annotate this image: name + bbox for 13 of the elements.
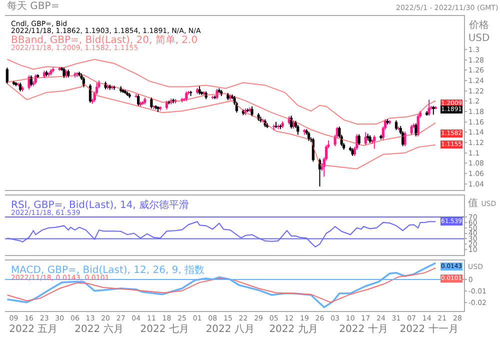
x2-tick-label: 2022 十一月 <box>400 323 458 335</box>
annotation: RSI, GBP=, Bid(Last), 14, 威尔德平滑 <box>11 199 190 211</box>
x2-tick-label: 2022 十月 <box>339 323 388 335</box>
x2-tick-label: 2022 七月 <box>140 323 189 335</box>
y-axis-title: 价格 USD <box>468 19 490 44</box>
chart-title: 每天 GBP= <box>7 0 60 12</box>
x2-tick-label: 2022 六月 <box>74 323 124 335</box>
x2-tick-label: 2022 五月 <box>9 324 58 335</box>
x2-tick-label: 2022 九月 <box>269 323 318 335</box>
x2-tick-label: 2022 八月 <box>206 324 254 335</box>
annotation: BBand, GBP=, Bid(Last), 20, 简单, 2.0 <box>11 34 198 46</box>
annotation: MACD, GBP=, Bid(Last), 12, 26, 9, 指数 <box>11 264 205 276</box>
line-series <box>6 58 436 124</box>
